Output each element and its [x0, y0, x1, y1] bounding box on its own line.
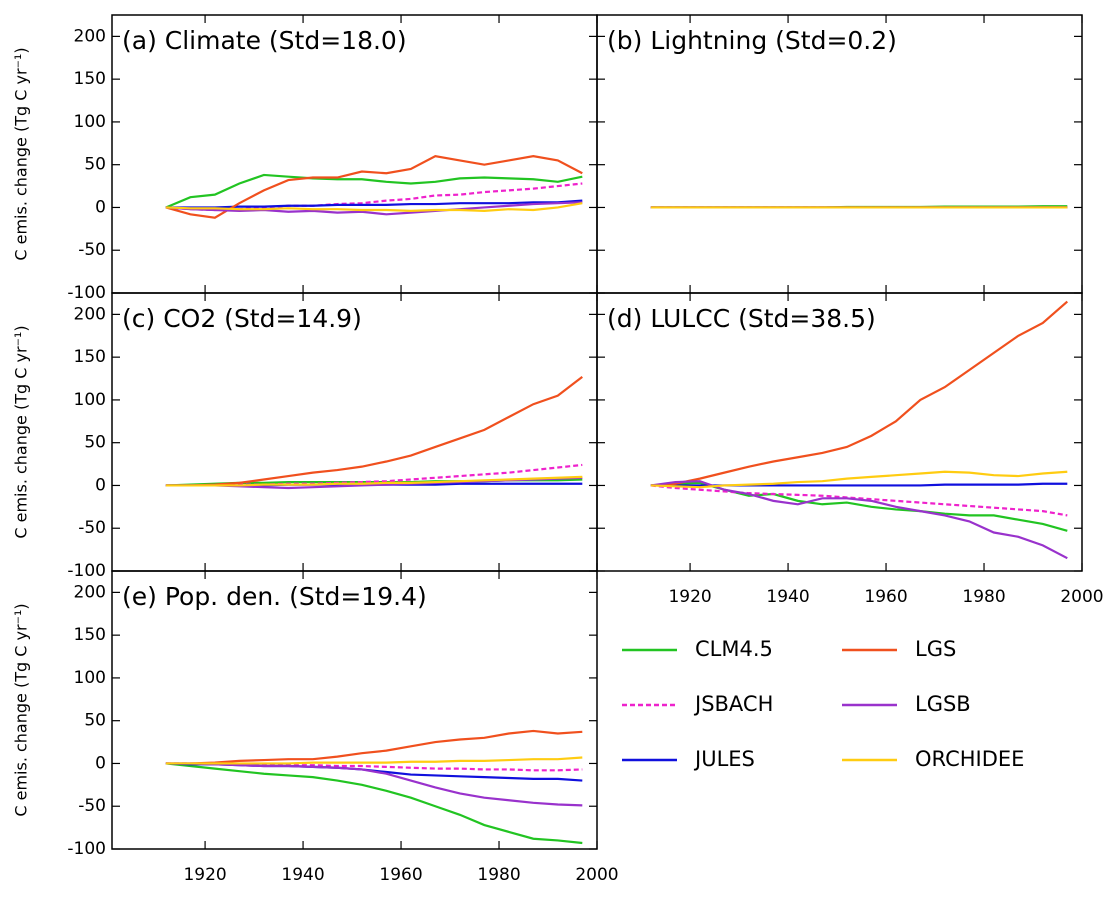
- y-tick-label: -100: [67, 283, 106, 303]
- y-tick-label: 50: [84, 711, 106, 731]
- y-tick-label: 0: [95, 197, 106, 217]
- panel-title: (d) LULCC (Std=38.5): [607, 304, 876, 333]
- y-tick-label: 100: [74, 668, 106, 688]
- legend-label: JSBACH: [693, 692, 773, 716]
- y-tick-label: 100: [74, 112, 106, 132]
- series-line: [650, 480, 1068, 560]
- x-tick-label: 1920: [668, 587, 711, 607]
- series-line: [650, 470, 1068, 489]
- series-line: [165, 729, 583, 765]
- x-tick-label: 1980: [962, 587, 1005, 607]
- y-tick-label: 150: [74, 347, 106, 367]
- panel-title: (e) Pop. den. (Std=19.4): [122, 582, 427, 611]
- y-tick-label: -100: [67, 561, 106, 581]
- plot-frame: [111, 292, 598, 572]
- x-tick-label: 1940: [281, 865, 324, 885]
- y-tick-label: 200: [74, 304, 106, 324]
- y-tick-label: -50: [78, 518, 106, 538]
- y-tick-label: 150: [74, 625, 106, 645]
- y-tick-label: 0: [95, 475, 106, 495]
- y-tick-label: 200: [74, 582, 106, 602]
- series-line: [165, 154, 583, 219]
- y-tick-label: 100: [74, 390, 106, 410]
- legend: CLM4.5 JSBACH JULES LGS LGSB ORCHIDEE: [622, 637, 1024, 771]
- x-tick-label: 1960: [379, 865, 422, 885]
- x-tick-label: 1940: [766, 587, 809, 607]
- series-line: [165, 375, 583, 487]
- panel: (b) Lightning (Std=0.2): [596, 14, 1083, 294]
- y-tick-label: 50: [84, 155, 106, 175]
- plot-frame: [111, 14, 598, 294]
- panel: 1920 1940 1960 1980 2000 (d) LULCC (Std=38.5): [596, 292, 1104, 607]
- x-tick-label: 1980: [477, 865, 520, 885]
- legend-label: LGSB: [915, 692, 971, 716]
- x-tick-label: 1960: [864, 587, 907, 607]
- panel-title: (b) Lightning (Std=0.2): [607, 26, 897, 55]
- x-tick-label: 2000: [575, 865, 618, 885]
- y-axis-label: C emis. change (Tg C yr⁻¹): [12, 603, 31, 816]
- legend-label: JULES: [693, 747, 755, 771]
- y-tick-label: 50: [84, 433, 106, 453]
- panel: -100 -50 0 50 100 150 200 1920 1940 1960 1980 2000 (…: [12, 570, 619, 885]
- y-tick-label: 200: [74, 26, 106, 46]
- series-line: [165, 463, 583, 487]
- series-line: [165, 762, 583, 772]
- y-tick-label: -100: [67, 839, 106, 859]
- series-line: [165, 202, 583, 212]
- x-tick-label: 2000: [1060, 587, 1103, 607]
- series-line: [165, 756, 583, 765]
- plot-frame: [111, 570, 598, 850]
- panel-title: (c) CO2 (Std=14.9): [122, 304, 362, 333]
- y-tick-label: -50: [78, 796, 106, 816]
- series-line: [650, 481, 1068, 532]
- legend-label: LGS: [915, 637, 956, 661]
- series-line: [165, 762, 583, 845]
- panel: -100 -50 0 50 100 150 200 (c) CO2 (Std=14.9) C e…: [12, 292, 598, 581]
- legend-label: CLM4.5: [695, 637, 773, 661]
- series-line: [165, 182, 583, 212]
- series-line: [165, 762, 583, 807]
- series-line: [650, 484, 1068, 517]
- panel-title: (a) Climate (Std=18.0): [122, 26, 407, 55]
- y-tick-label: 150: [74, 69, 106, 89]
- y-tick-label: -50: [78, 240, 106, 260]
- x-tick-label: 1920: [183, 865, 226, 885]
- y-axis-label: C emis. change (Tg C yr⁻¹): [12, 47, 31, 260]
- legend-label: ORCHIDEE: [915, 747, 1024, 771]
- y-axis-label: C emis. change (Tg C yr⁻¹): [12, 325, 31, 538]
- series-line: [165, 173, 583, 209]
- y-tick-label: 0: [95, 753, 106, 773]
- series-line: [650, 300, 1069, 487]
- series-line: [165, 201, 583, 216]
- panel: -100 -50 0 50 100 150 200 (a) Climate (Std=18.0…: [12, 14, 598, 303]
- plot-frame: [596, 14, 1083, 294]
- series-line: [165, 475, 583, 487]
- plot-frame: [596, 292, 1083, 572]
